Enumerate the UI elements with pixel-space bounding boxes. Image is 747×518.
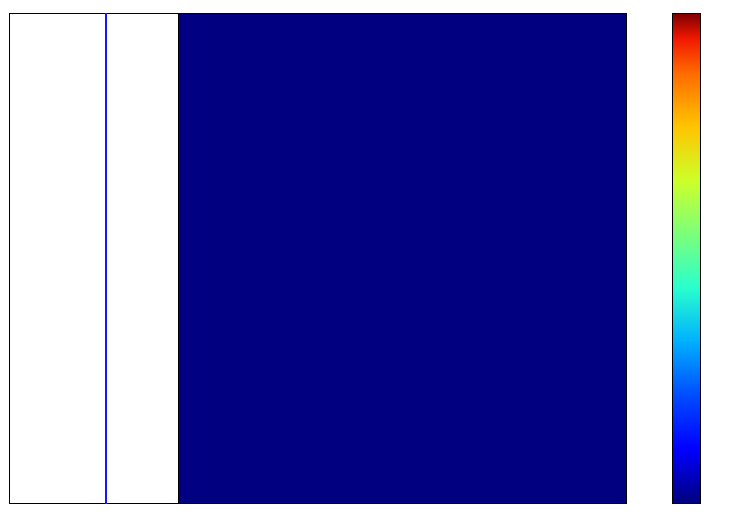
colorbar-axes [672,13,701,504]
row-label-axes [9,13,179,504]
heatmap-axes[interactable] [178,13,627,504]
colorbar-gradient [673,14,700,503]
label-axes-blue-spine [105,13,107,504]
heatmap-cell-grid[interactable] [179,14,626,503]
row-label-list [10,14,176,503]
